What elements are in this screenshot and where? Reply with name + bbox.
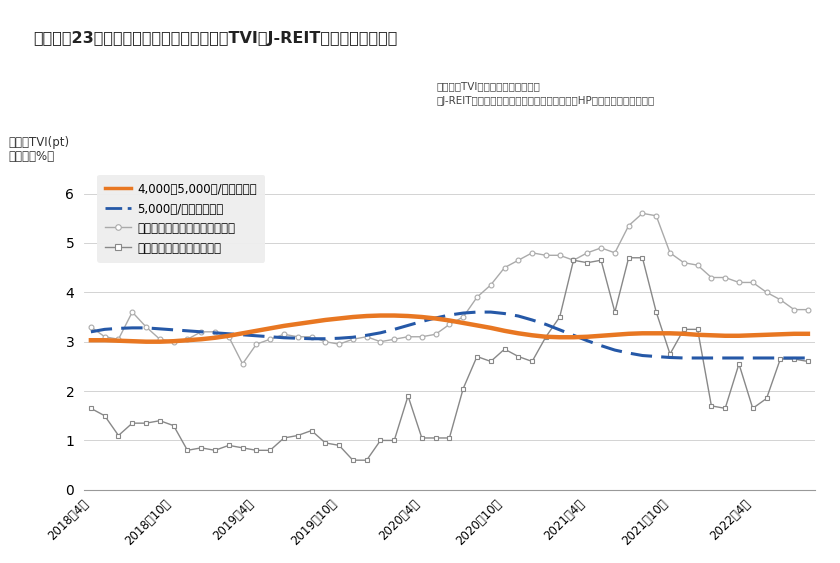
Legend: 4,000～5,000円/㎡月クラス, 5,000円/㎡月超クラス, アドバンスレジデンス投資法人, 大和証券リビング投資法人: 4,000～5,000円/㎡月クラス, 5,000円/㎡月超クラス, アドバンス…: [97, 175, 265, 263]
Text: 【J-REIT空室率】作成：株式会社タス（各社のHPより公開データより）: 【J-REIT空室率】作成：株式会社タス（各社のHPより公開データより）: [437, 96, 655, 106]
Text: 【空室率TVI】分析：株式会社タス: 【空室率TVI】分析：株式会社タス: [437, 82, 541, 92]
Text: 空室率TVI(pt): 空室率TVI(pt): [8, 136, 70, 149]
Text: 図　東京23区ハイクラス賃貸住宅の空室率TVI（J-REITの空室率の比較）: 図 東京23区ハイクラス賃貸住宅の空室率TVI（J-REITの空室率の比較）: [34, 31, 398, 46]
Text: 空室率（%）: 空室率（%）: [8, 150, 55, 163]
